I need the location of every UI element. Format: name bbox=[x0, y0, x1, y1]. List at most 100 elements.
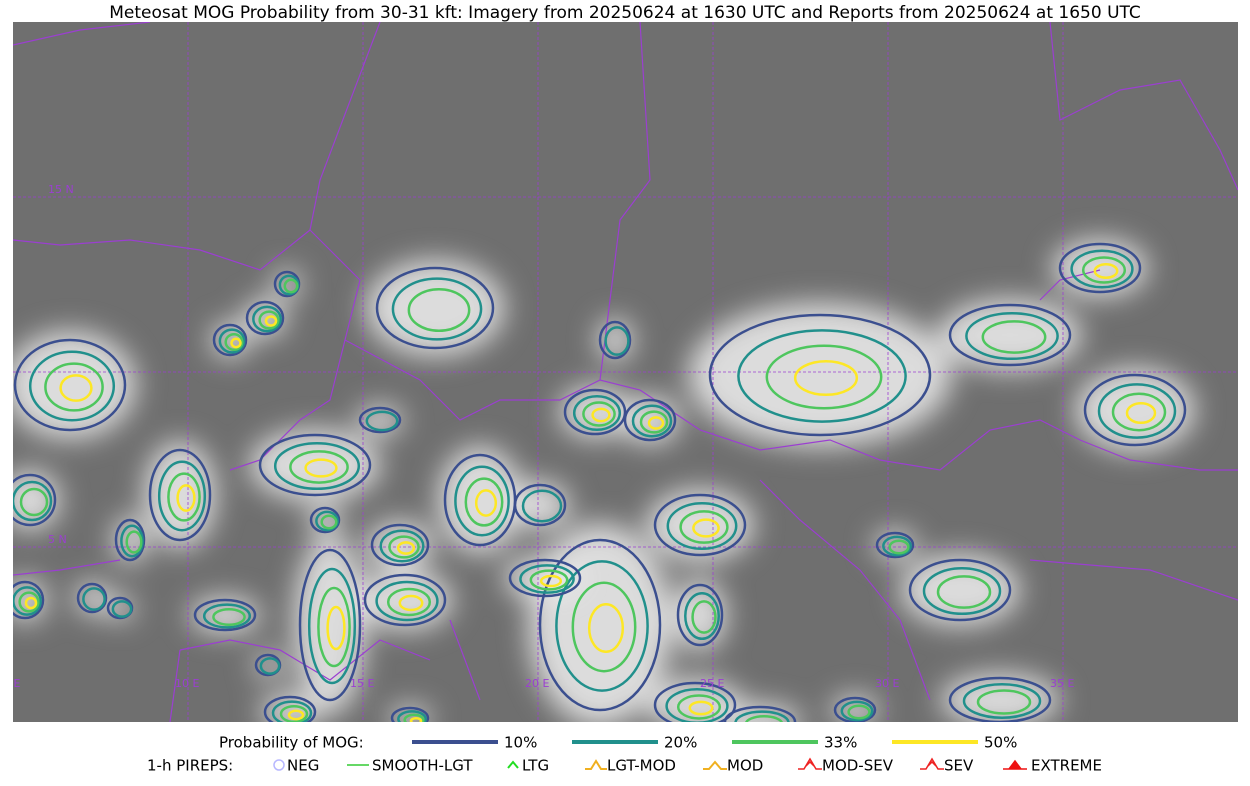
contour bbox=[653, 493, 747, 557]
lat-label: 15 N bbox=[48, 183, 74, 196]
contour bbox=[202, 603, 252, 629]
lon-label: 5 E bbox=[3, 677, 20, 690]
contour bbox=[403, 713, 425, 722]
contour bbox=[734, 710, 790, 722]
contour bbox=[13, 473, 57, 527]
contour bbox=[1097, 383, 1177, 439]
contour bbox=[388, 535, 420, 559]
contour bbox=[167, 472, 201, 522]
graticule bbox=[13, 22, 1238, 722]
cloud bbox=[1075, 368, 1195, 452]
pirep-icon bbox=[798, 757, 822, 770]
legend-label: SMOOTH-LGT bbox=[372, 757, 473, 775]
lon-label: 35 E bbox=[1050, 677, 1074, 690]
lon-label: 30 E bbox=[875, 677, 899, 690]
contour bbox=[840, 700, 874, 722]
cloud bbox=[938, 299, 1082, 371]
cloud bbox=[249, 429, 381, 501]
legend-label: MOD bbox=[727, 757, 763, 775]
contour bbox=[513, 483, 567, 527]
contour bbox=[375, 266, 495, 350]
legend-label: EXTREME bbox=[1031, 757, 1102, 775]
legend-label: 50% bbox=[984, 734, 1017, 752]
contour bbox=[309, 506, 341, 534]
contour bbox=[390, 706, 430, 722]
contour bbox=[676, 694, 722, 720]
contour bbox=[44, 362, 104, 412]
icon bbox=[585, 759, 607, 770]
contour bbox=[563, 388, 627, 436]
contour bbox=[604, 326, 630, 356]
legend-label: LTG bbox=[522, 757, 549, 775]
contour bbox=[948, 676, 1052, 722]
contour bbox=[744, 714, 784, 722]
contour bbox=[397, 710, 427, 722]
contour bbox=[666, 501, 738, 551]
legend-label: 10% bbox=[504, 734, 537, 752]
contour bbox=[279, 704, 309, 722]
cloud bbox=[365, 260, 505, 356]
contour bbox=[271, 700, 313, 722]
contour bbox=[692, 518, 720, 538]
contour bbox=[519, 564, 575, 594]
contour bbox=[708, 313, 932, 437]
contour bbox=[19, 487, 49, 517]
cloud bbox=[13, 470, 60, 530]
legend-title: 1-h PIREPS: bbox=[147, 757, 233, 775]
contour bbox=[1058, 242, 1142, 294]
lon-label: 10 E bbox=[175, 677, 199, 690]
contour bbox=[684, 591, 720, 641]
contour bbox=[315, 510, 339, 532]
contour bbox=[263, 695, 317, 722]
contour bbox=[679, 510, 729, 544]
legend-label: 20% bbox=[664, 734, 697, 752]
contour bbox=[304, 458, 338, 478]
contour bbox=[474, 489, 498, 517]
contour bbox=[258, 310, 280, 330]
contour bbox=[245, 300, 285, 336]
contour bbox=[965, 311, 1059, 361]
cloud bbox=[438, 446, 522, 554]
contour bbox=[218, 328, 246, 354]
contour bbox=[587, 602, 625, 654]
contour bbox=[13, 580, 45, 620]
contour bbox=[508, 558, 582, 598]
contour bbox=[981, 320, 1047, 354]
contour bbox=[908, 558, 1012, 622]
contour bbox=[539, 574, 563, 588]
contour bbox=[572, 395, 622, 431]
icon bbox=[507, 760, 519, 769]
pirep-icon bbox=[920, 757, 944, 770]
title: Meteosat MOG Probability from 30-31 kft:… bbox=[109, 3, 1141, 23]
contour bbox=[259, 657, 281, 675]
contour bbox=[396, 541, 416, 555]
contour bbox=[264, 315, 278, 327]
contour bbox=[252, 305, 282, 333]
contour bbox=[691, 600, 717, 634]
contour bbox=[13, 480, 53, 522]
cloud bbox=[646, 489, 754, 561]
contour bbox=[28, 350, 116, 422]
contour bbox=[688, 700, 714, 716]
contour bbox=[59, 374, 93, 402]
contour bbox=[363, 573, 447, 627]
legend-label: MOD-SEV bbox=[822, 757, 894, 775]
pirep-icon bbox=[703, 760, 727, 770]
contour bbox=[370, 523, 430, 567]
cloud bbox=[688, 303, 952, 447]
contour bbox=[555, 560, 649, 692]
contour bbox=[391, 277, 483, 341]
contour bbox=[24, 596, 38, 610]
contour bbox=[665, 688, 729, 722]
contour bbox=[464, 477, 504, 527]
contour bbox=[82, 587, 106, 611]
lon-label: 15 E bbox=[350, 677, 374, 690]
contour bbox=[76, 582, 108, 614]
contour bbox=[125, 530, 143, 554]
clouds bbox=[13, 239, 1195, 722]
contour bbox=[212, 323, 248, 357]
legend-title: Probability of MOG: bbox=[219, 734, 364, 752]
pirep-icon bbox=[585, 759, 607, 770]
contour bbox=[287, 709, 305, 721]
contour bbox=[1093, 263, 1119, 279]
